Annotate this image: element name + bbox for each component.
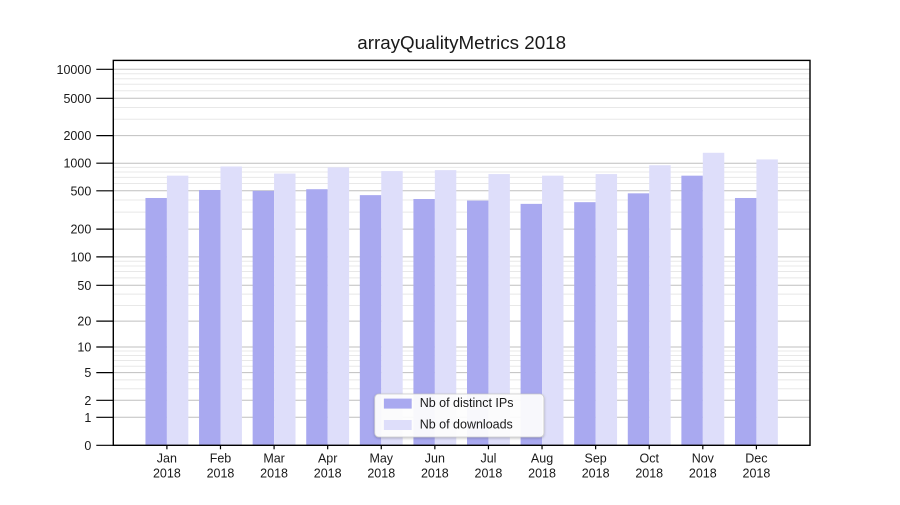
svg-text:Oct: Oct <box>639 451 659 465</box>
svg-text:5: 5 <box>84 366 91 380</box>
svg-text:2018: 2018 <box>260 466 288 480</box>
svg-text:arrayQualityMetrics 2018: arrayQualityMetrics 2018 <box>357 32 566 53</box>
svg-text:10000: 10000 <box>57 63 92 77</box>
svg-text:Nov: Nov <box>692 451 715 465</box>
svg-text:Dec: Dec <box>745 451 767 465</box>
svg-text:10: 10 <box>77 341 91 355</box>
svg-text:Jul: Jul <box>480 451 496 465</box>
svg-text:2018: 2018 <box>314 466 342 480</box>
svg-text:Nb of downloads: Nb of downloads <box>420 418 513 432</box>
svg-text:Aug: Aug <box>531 451 553 465</box>
svg-text:100: 100 <box>70 250 91 264</box>
svg-text:1: 1 <box>84 411 91 425</box>
svg-text:2018: 2018 <box>207 466 235 480</box>
svg-text:Sep: Sep <box>585 451 607 465</box>
svg-text:2018: 2018 <box>367 466 395 480</box>
svg-text:2: 2 <box>84 394 91 408</box>
svg-text:2000: 2000 <box>63 129 91 143</box>
svg-text:1000: 1000 <box>63 157 91 171</box>
svg-text:Jun: Jun <box>425 451 445 465</box>
svg-text:May: May <box>369 451 393 465</box>
svg-text:2018: 2018 <box>421 466 449 480</box>
svg-text:Jan: Jan <box>157 451 177 465</box>
svg-text:5000: 5000 <box>63 92 91 106</box>
svg-text:50: 50 <box>77 279 91 293</box>
svg-text:200: 200 <box>70 223 91 237</box>
svg-text:2018: 2018 <box>582 466 610 480</box>
svg-text:Feb: Feb <box>210 451 232 465</box>
svg-text:Mar: Mar <box>263 451 285 465</box>
svg-text:Nb of distinct IPs: Nb of distinct IPs <box>420 396 514 410</box>
svg-text:20: 20 <box>77 315 91 329</box>
svg-text:2018: 2018 <box>743 466 771 480</box>
svg-text:2018: 2018 <box>153 466 181 480</box>
svg-text:2018: 2018 <box>528 466 556 480</box>
svg-text:0: 0 <box>84 439 91 453</box>
svg-text:Apr: Apr <box>318 451 337 465</box>
svg-text:2018: 2018 <box>475 466 503 480</box>
svg-text:2018: 2018 <box>689 466 717 480</box>
svg-text:2018: 2018 <box>635 466 663 480</box>
svg-text:500: 500 <box>70 184 91 198</box>
